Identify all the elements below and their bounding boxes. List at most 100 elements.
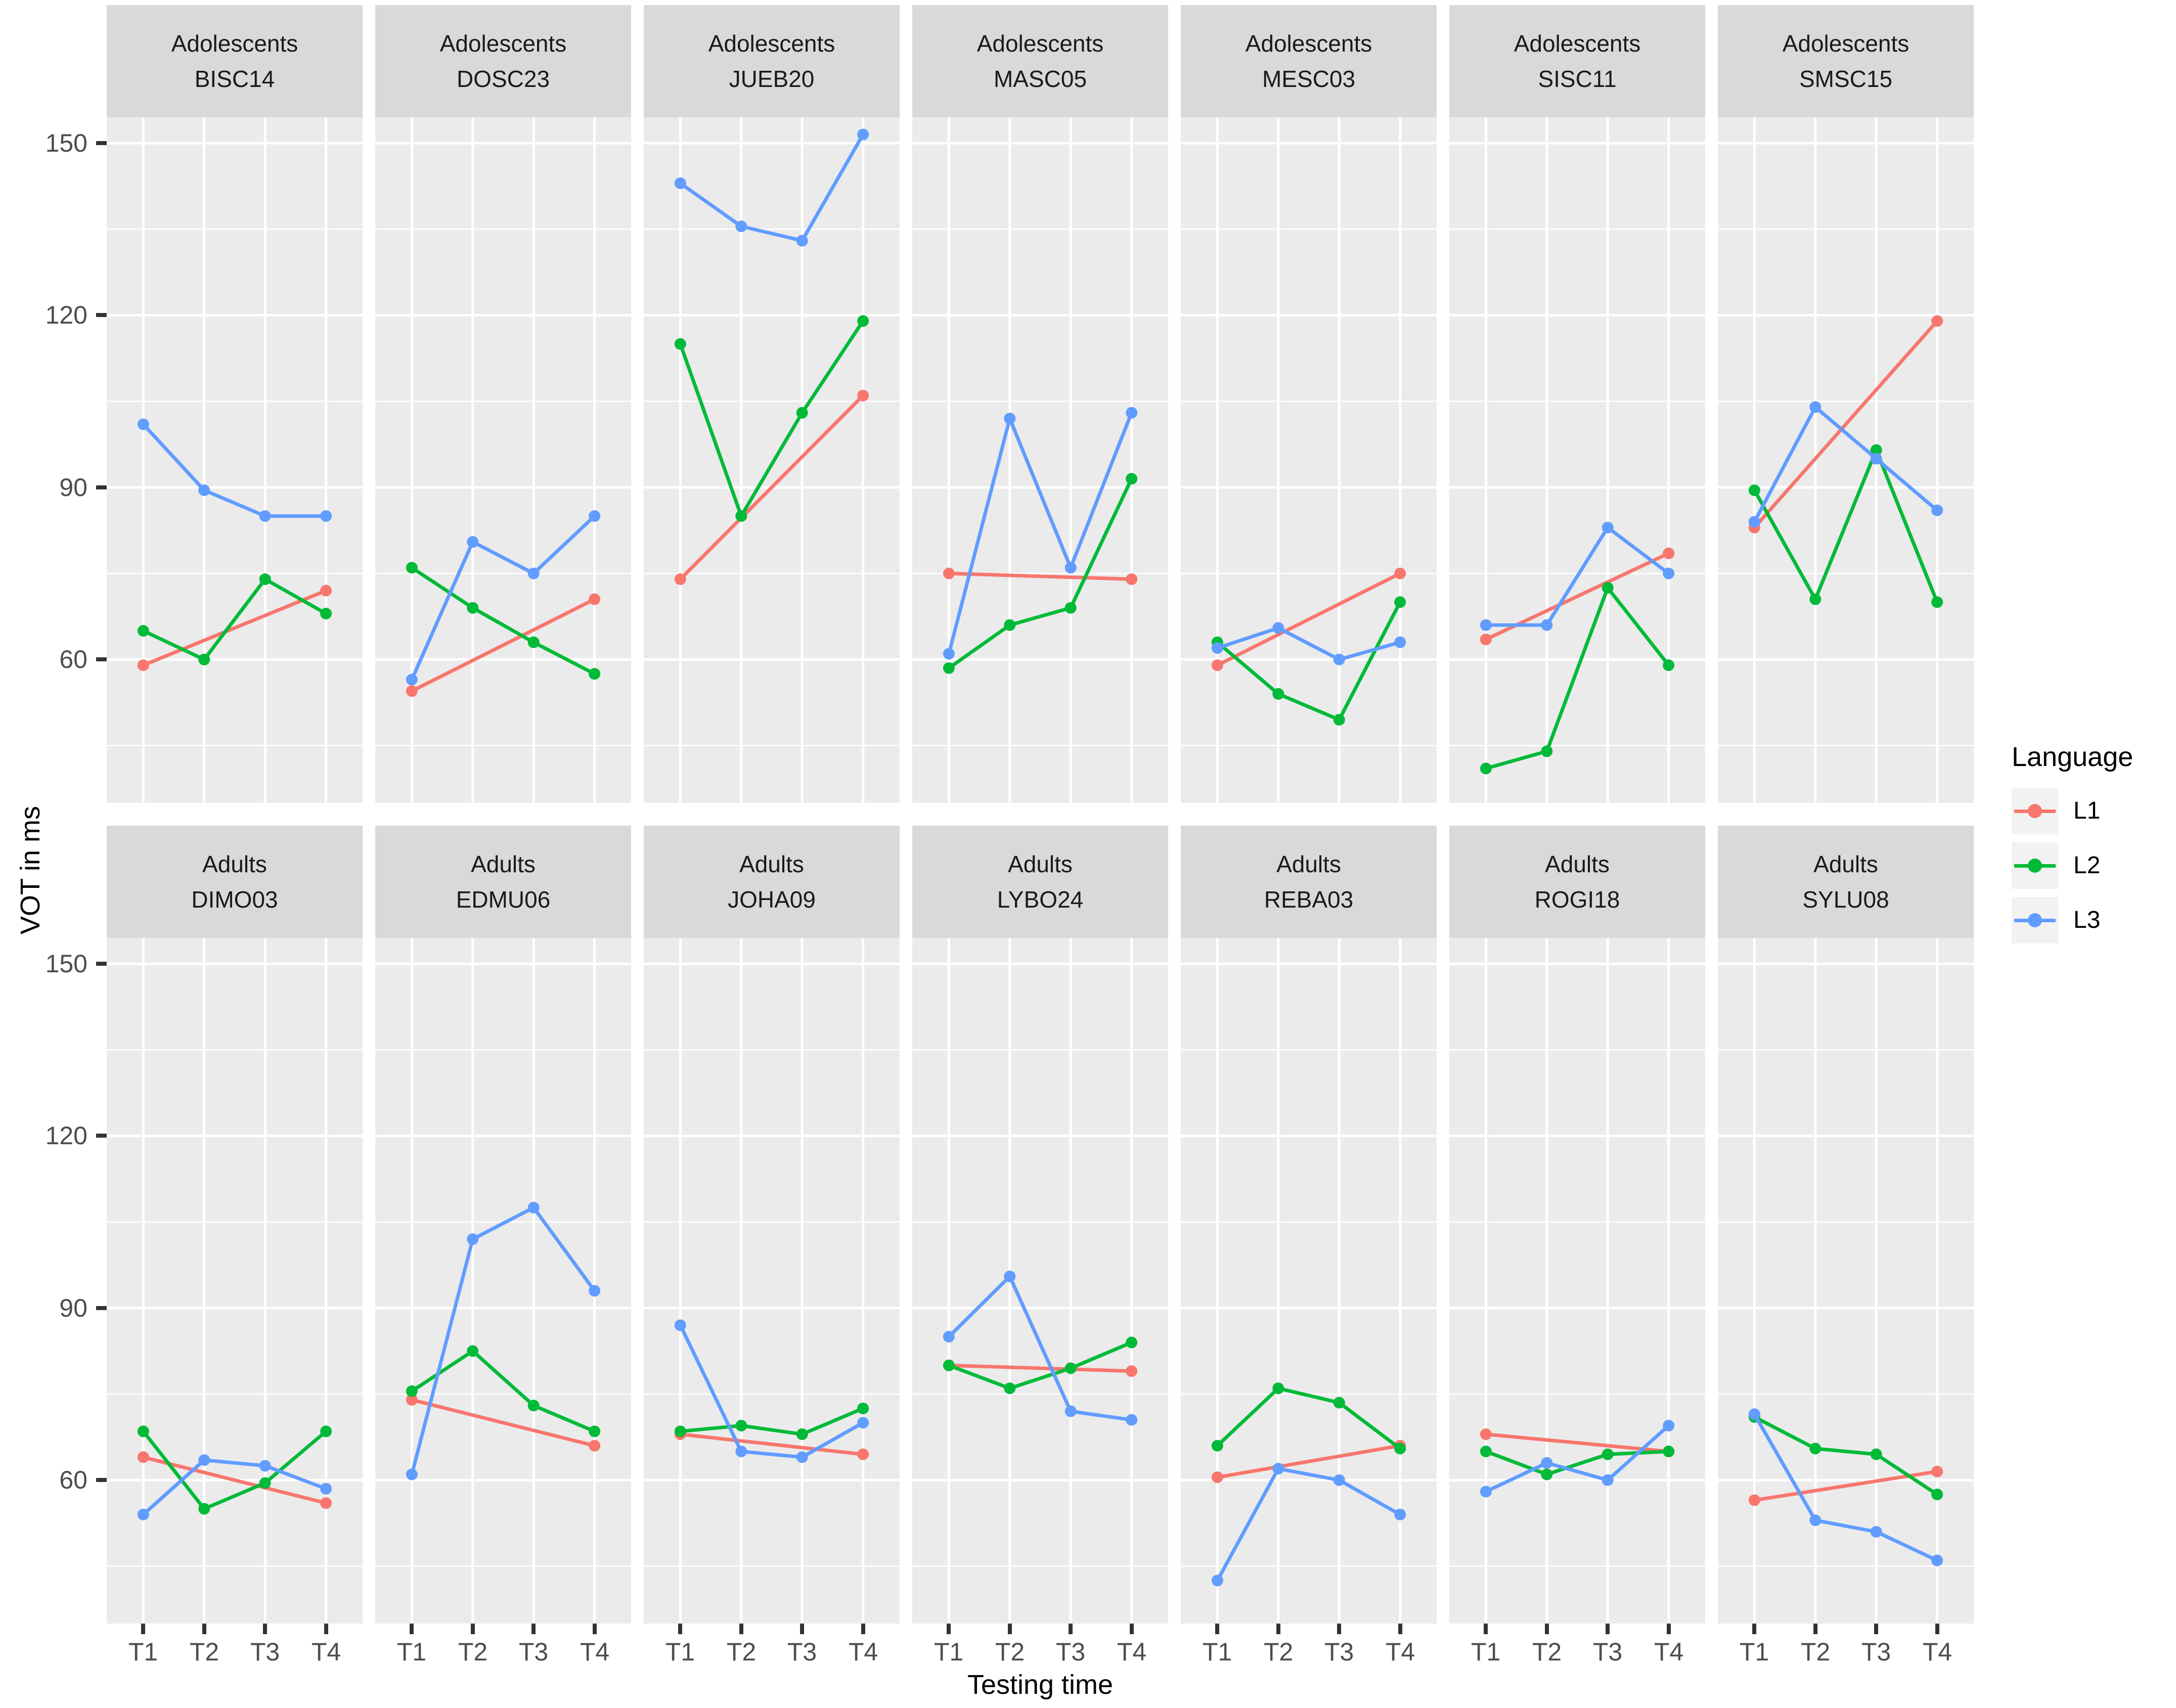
data-point-L3 bbox=[1809, 1514, 1822, 1526]
data-point-L2 bbox=[1211, 1440, 1223, 1452]
x-tick-mark bbox=[471, 1624, 475, 1634]
x-tick-label: T4 bbox=[1922, 1638, 1952, 1666]
data-point-L2 bbox=[1126, 473, 1138, 485]
data-point-L2 bbox=[406, 562, 418, 574]
data-point-L3 bbox=[1004, 1270, 1016, 1282]
data-point-L3 bbox=[198, 484, 210, 497]
data-point-L2 bbox=[1333, 713, 1345, 726]
data-point-L3 bbox=[674, 1319, 686, 1331]
data-point-L2 bbox=[1809, 593, 1822, 605]
facet-group-label: Adolescents bbox=[171, 30, 298, 57]
series-line-L2 bbox=[678, 1406, 865, 1436]
data-point-L3 bbox=[1480, 1486, 1492, 1498]
data-point-L3 bbox=[1064, 1405, 1077, 1417]
panel-background bbox=[375, 117, 631, 803]
data-point-L3 bbox=[1480, 619, 1492, 631]
series-line-L3 bbox=[141, 422, 328, 518]
series-line-L1 bbox=[1752, 319, 1939, 529]
y-tick-label: 120 bbox=[45, 1121, 87, 1150]
panel-background bbox=[912, 938, 1168, 1624]
data-point-L3 bbox=[1333, 653, 1345, 665]
series-line-L1 bbox=[947, 571, 1134, 581]
y-tick-mark bbox=[96, 1478, 107, 1482]
data-point-L3 bbox=[1541, 619, 1553, 631]
data-point-L3 bbox=[857, 1417, 869, 1429]
facet-strip: Adults DIMO03 bbox=[107, 826, 363, 938]
x-tick-label: T4 bbox=[311, 1638, 341, 1666]
data-point-L2 bbox=[1931, 596, 1943, 608]
data-point-L2 bbox=[1480, 1446, 1492, 1458]
data-point-L1 bbox=[1394, 567, 1406, 579]
data-point-L2 bbox=[796, 1428, 808, 1441]
x-tick-label: T4 bbox=[1654, 1638, 1684, 1666]
data-point-L1 bbox=[857, 1448, 869, 1460]
data-point-L3 bbox=[735, 1446, 747, 1458]
data-point-L2 bbox=[1394, 1443, 1406, 1455]
facet-group-label: Adults bbox=[1008, 851, 1073, 877]
data-point-L3 bbox=[674, 177, 686, 189]
data-point-L3 bbox=[137, 1508, 149, 1520]
panel-background bbox=[1718, 938, 1974, 1624]
data-point-L2 bbox=[674, 1425, 686, 1437]
facet-panel bbox=[375, 938, 631, 1624]
facet-strip: Adults LYBO24 bbox=[912, 826, 1168, 938]
x-tick-mark bbox=[202, 1624, 206, 1634]
data-point-L2 bbox=[1004, 619, 1016, 631]
facet-group-label: Adults bbox=[1545, 851, 1610, 877]
facet-strip: Adults REBA03 bbox=[1181, 826, 1437, 938]
facet-id-label: DOSC23 bbox=[456, 66, 550, 92]
x-tick-mark bbox=[1398, 1624, 1402, 1634]
series-line-L3 bbox=[410, 1205, 597, 1476]
panel-background bbox=[1449, 938, 1705, 1624]
legend-item-label: L3 bbox=[2073, 907, 2101, 933]
data-point-L3 bbox=[857, 128, 869, 141]
data-point-L3 bbox=[735, 220, 747, 233]
facet-id-label: ROGI18 bbox=[1534, 886, 1620, 913]
facet-panel bbox=[912, 938, 1168, 1624]
x-tick-mark bbox=[739, 1624, 743, 1634]
data-point-L3 bbox=[943, 648, 955, 660]
data-point-L1 bbox=[320, 585, 332, 597]
facet-id-label: EDMU06 bbox=[456, 886, 551, 913]
data-point-L2 bbox=[735, 1420, 747, 1432]
data-point-L1 bbox=[1480, 1428, 1492, 1441]
data-point-L2 bbox=[1870, 1448, 1882, 1460]
legend-key-dot-icon bbox=[2028, 804, 2042, 818]
legend-title: Language bbox=[2012, 742, 2134, 772]
data-point-L3 bbox=[1870, 453, 1882, 465]
facet-panel bbox=[644, 938, 900, 1624]
data-point-L3 bbox=[1748, 516, 1760, 528]
data-point-L3 bbox=[1272, 1463, 1284, 1475]
facet-group-label: Adolescents bbox=[976, 30, 1104, 57]
data-point-L1 bbox=[320, 1497, 332, 1509]
data-point-L1 bbox=[589, 593, 601, 605]
x-tick-label: T3 bbox=[250, 1638, 280, 1666]
facet-id-label: DIMO03 bbox=[191, 886, 278, 913]
legend-item-L3: L3 bbox=[2012, 897, 2133, 943]
series-line-L2 bbox=[1215, 600, 1402, 722]
x-tick-label: T2 bbox=[458, 1638, 488, 1666]
data-point-L3 bbox=[943, 1331, 955, 1343]
x-tick-mark bbox=[410, 1624, 414, 1634]
data-point-L2 bbox=[527, 636, 540, 648]
data-point-L2 bbox=[857, 1402, 869, 1414]
data-point-L2 bbox=[674, 338, 686, 350]
facet-cell-DOSC23: Adolescents DOSC23 bbox=[375, 5, 631, 803]
x-tick-label: T3 bbox=[1324, 1638, 1354, 1666]
x-tick-mark bbox=[1606, 1624, 1610, 1634]
x-tick-mark bbox=[1130, 1624, 1134, 1634]
facet-cell-SYLU08: Adults SYLU08 bbox=[1718, 826, 1974, 1624]
x-tick-label: T3 bbox=[1055, 1638, 1086, 1666]
facet-id-label: SYLU08 bbox=[1802, 886, 1889, 913]
data-point-L2 bbox=[589, 1425, 601, 1437]
facet-cell-SMSC15: Adolescents SMSC15 bbox=[1718, 5, 1974, 803]
facet-cell-DIMO03: Adults DIMO03 bbox=[107, 826, 363, 1624]
data-point-L3 bbox=[1663, 1420, 1675, 1432]
data-point-L2 bbox=[1809, 1443, 1822, 1455]
x-tick-label: T4 bbox=[1385, 1638, 1415, 1666]
panel-background bbox=[644, 117, 900, 803]
x-tick-mark bbox=[531, 1624, 536, 1634]
series-line-L1 bbox=[141, 589, 328, 667]
data-point-L2 bbox=[857, 315, 869, 327]
